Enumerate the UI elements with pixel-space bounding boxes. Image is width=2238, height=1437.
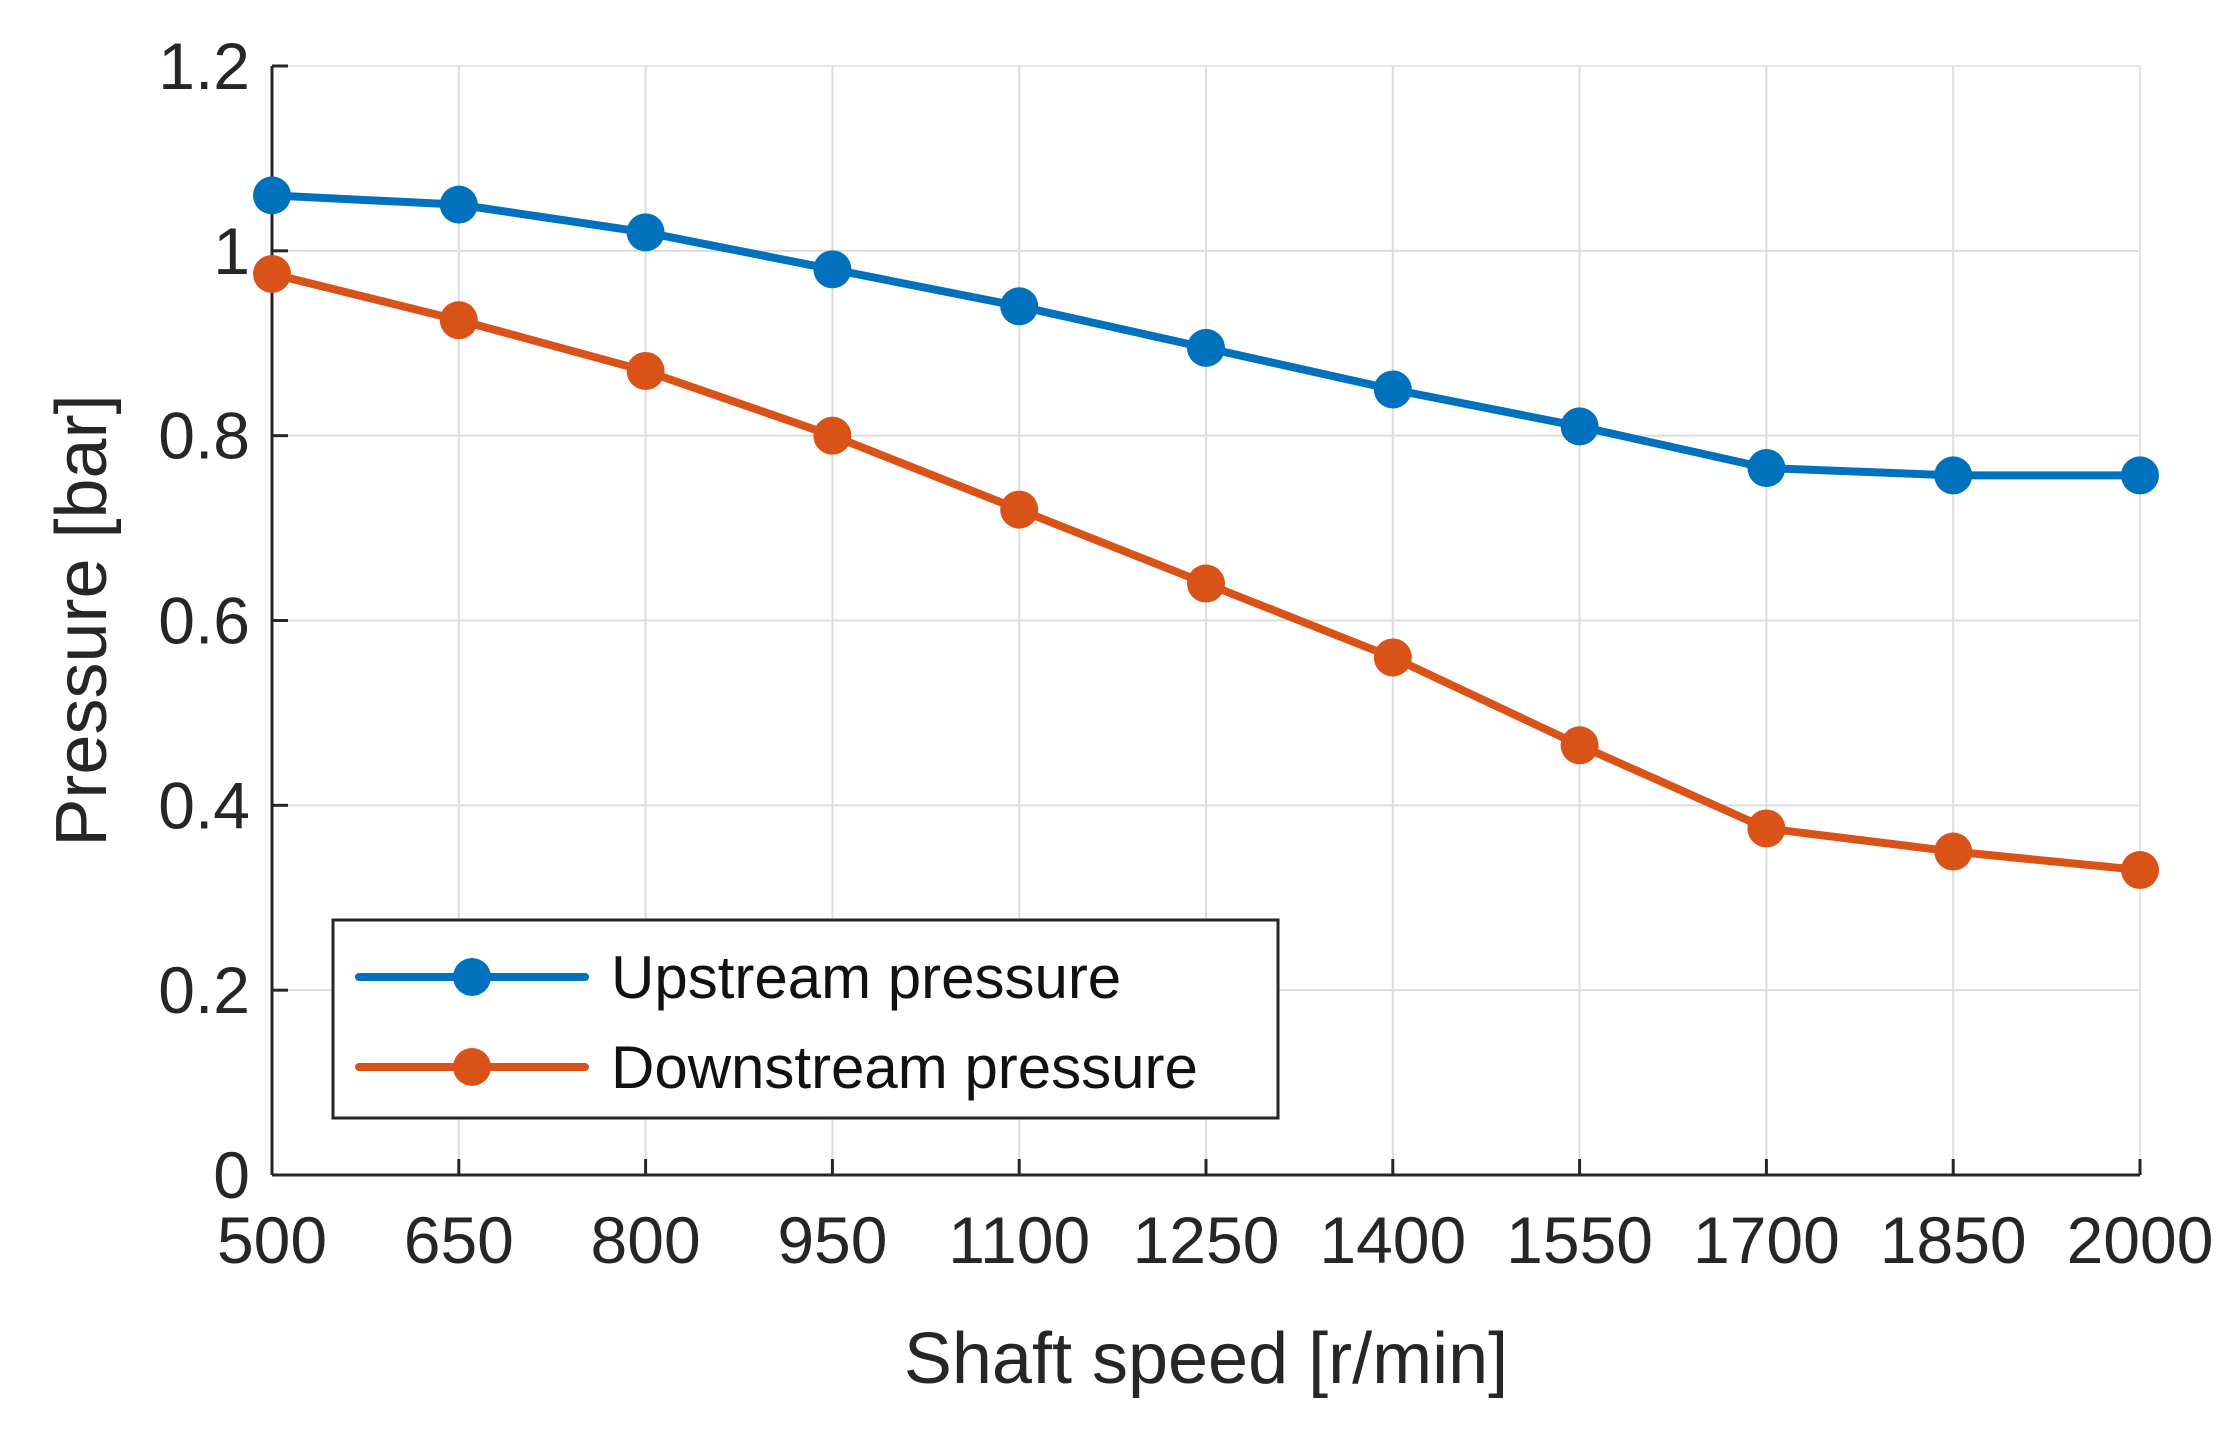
x-tick-label: 1850 bbox=[1880, 1203, 2027, 1277]
data-point bbox=[1373, 370, 1412, 409]
data-point bbox=[1000, 490, 1039, 529]
plot-frame bbox=[272, 65, 2141, 1175]
data-point bbox=[1934, 456, 1973, 495]
series-upstream bbox=[253, 176, 2159, 495]
x-tick-label: 2000 bbox=[2067, 1203, 2214, 1277]
x-tick-label: 800 bbox=[591, 1203, 701, 1277]
legend-label: Upstream pressure bbox=[611, 944, 1121, 1011]
x-tick-label: 1700 bbox=[1693, 1203, 1840, 1277]
legend-item: Upstream pressure bbox=[355, 944, 1121, 1011]
y-tick-label: 0.4 bbox=[158, 768, 250, 842]
x-tick-label: 1550 bbox=[1506, 1203, 1653, 1277]
data-point bbox=[253, 176, 291, 215]
data-point bbox=[253, 254, 291, 293]
series-layer bbox=[253, 176, 2159, 890]
data-point bbox=[2121, 851, 2159, 890]
data-point bbox=[626, 213, 665, 252]
data-point bbox=[1187, 328, 1225, 367]
data-point bbox=[1747, 809, 1786, 848]
legend: Upstream pressure Downstream pressure bbox=[331, 918, 1280, 1120]
data-point bbox=[1000, 287, 1039, 326]
data-point bbox=[1560, 407, 1599, 446]
y-tick-label: 0.6 bbox=[158, 584, 250, 658]
data-point bbox=[626, 351, 665, 390]
y-tick-label: 1 bbox=[213, 214, 250, 288]
legend-item: Downstream pressure bbox=[355, 1034, 1198, 1101]
data-point bbox=[1187, 564, 1225, 603]
legend-box bbox=[331, 918, 1280, 1120]
x-tick-label: 950 bbox=[777, 1203, 887, 1277]
y-tick-label: 0.2 bbox=[158, 953, 250, 1027]
x-tick-label: 650 bbox=[404, 1203, 514, 1277]
data-point bbox=[1373, 638, 1412, 677]
x-tick-label: 500 bbox=[217, 1203, 327, 1277]
data-point bbox=[1747, 449, 1786, 488]
legend-marker bbox=[453, 1048, 491, 1086]
x-tick-label: 1400 bbox=[1319, 1203, 1466, 1277]
data-point bbox=[439, 301, 478, 340]
data-point bbox=[439, 185, 478, 224]
x-tick-label: 1250 bbox=[1133, 1203, 1280, 1277]
data-point bbox=[813, 250, 852, 289]
series-downstream bbox=[253, 254, 2159, 890]
legend-label: Downstream pressure bbox=[611, 1034, 1198, 1101]
x-tick-label: 1100 bbox=[948, 1203, 1090, 1277]
y-tick-label: 0.8 bbox=[158, 399, 250, 473]
data-point bbox=[1934, 832, 1973, 871]
x-axis-title: Shaft speed [r/min] bbox=[904, 1319, 1508, 1399]
y-tick-label: 1.2 bbox=[158, 29, 250, 103]
data-point bbox=[813, 416, 852, 455]
data-point bbox=[2121, 456, 2159, 495]
y-tick-label: 0 bbox=[213, 1138, 250, 1212]
y-axis-title: Pressure [bar] bbox=[42, 394, 122, 846]
axes: 500 650 800 950 1100 1250 1400 1550 1700 1850 2000… bbox=[158, 29, 2213, 1277]
data-point bbox=[1560, 726, 1599, 765]
legend-marker bbox=[453, 958, 491, 996]
